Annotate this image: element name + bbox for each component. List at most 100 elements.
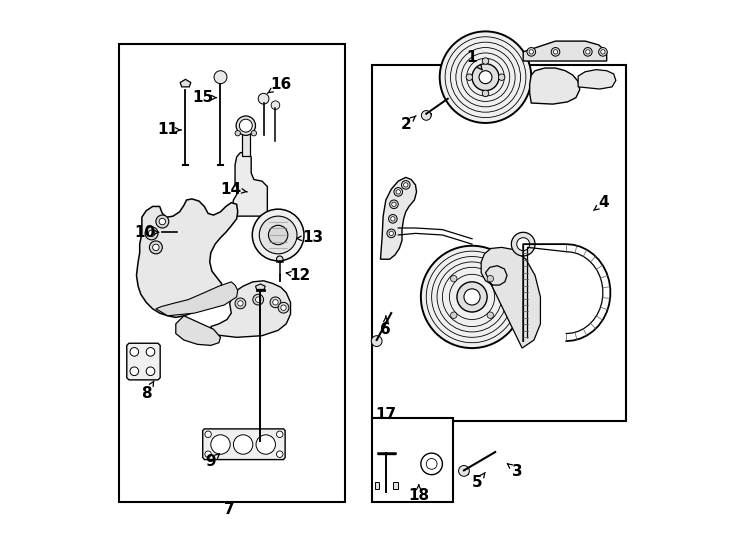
Polygon shape: [482, 247, 540, 348]
Circle shape: [394, 187, 402, 196]
Circle shape: [252, 209, 304, 261]
Polygon shape: [423, 112, 432, 117]
Circle shape: [256, 435, 275, 454]
Polygon shape: [530, 68, 580, 104]
Circle shape: [553, 50, 558, 54]
Polygon shape: [158, 228, 163, 237]
Circle shape: [277, 256, 283, 262]
Polygon shape: [203, 429, 285, 460]
Circle shape: [600, 50, 605, 54]
Circle shape: [440, 31, 531, 123]
Circle shape: [252, 294, 264, 305]
Polygon shape: [272, 104, 279, 108]
Circle shape: [239, 119, 252, 132]
Text: 13: 13: [297, 230, 324, 245]
Polygon shape: [374, 339, 380, 343]
Circle shape: [586, 50, 590, 54]
Polygon shape: [375, 482, 379, 489]
Circle shape: [235, 131, 241, 136]
Circle shape: [421, 111, 431, 120]
Text: 8: 8: [141, 381, 154, 401]
Circle shape: [277, 451, 283, 457]
Text: 3: 3: [507, 463, 523, 480]
Polygon shape: [523, 41, 607, 61]
Circle shape: [487, 312, 493, 319]
Circle shape: [451, 275, 457, 282]
Text: 4: 4: [594, 195, 609, 211]
Circle shape: [482, 90, 489, 97]
Circle shape: [238, 301, 243, 306]
Circle shape: [389, 231, 393, 235]
Circle shape: [281, 305, 286, 310]
Circle shape: [529, 50, 534, 54]
Circle shape: [390, 200, 399, 208]
Circle shape: [498, 74, 505, 80]
Polygon shape: [176, 316, 220, 346]
Polygon shape: [393, 482, 398, 489]
Circle shape: [512, 232, 535, 256]
Circle shape: [235, 298, 246, 309]
Circle shape: [130, 367, 139, 375]
Circle shape: [278, 302, 289, 313]
Polygon shape: [242, 130, 250, 156]
Circle shape: [277, 431, 283, 437]
Text: 15: 15: [192, 90, 217, 105]
Bar: [119, 44, 346, 502]
Circle shape: [146, 367, 155, 375]
Bar: [372, 418, 453, 502]
Circle shape: [487, 275, 493, 282]
Circle shape: [153, 227, 163, 237]
Circle shape: [251, 131, 257, 136]
Circle shape: [146, 348, 155, 356]
Circle shape: [479, 71, 492, 84]
Circle shape: [392, 202, 396, 206]
Text: 2: 2: [401, 116, 416, 132]
Text: 6: 6: [380, 316, 391, 337]
Text: 17: 17: [375, 407, 396, 422]
Circle shape: [527, 48, 536, 56]
Circle shape: [205, 451, 211, 457]
Circle shape: [130, 348, 139, 356]
Circle shape: [271, 101, 280, 110]
Circle shape: [233, 435, 252, 454]
Circle shape: [396, 190, 400, 194]
Text: 16: 16: [267, 77, 291, 93]
Circle shape: [270, 297, 281, 308]
Polygon shape: [259, 97, 268, 102]
Text: 7: 7: [225, 502, 235, 517]
Circle shape: [145, 227, 158, 240]
Circle shape: [421, 453, 443, 475]
Circle shape: [404, 183, 408, 187]
Circle shape: [156, 215, 169, 228]
Circle shape: [153, 244, 159, 251]
Circle shape: [269, 225, 288, 245]
Circle shape: [211, 435, 230, 454]
Circle shape: [388, 214, 397, 223]
Circle shape: [472, 64, 499, 91]
Circle shape: [387, 229, 396, 238]
Circle shape: [457, 282, 487, 312]
Circle shape: [150, 241, 162, 254]
Text: 14: 14: [221, 181, 247, 197]
Circle shape: [371, 336, 382, 347]
Polygon shape: [180, 79, 191, 87]
Circle shape: [482, 58, 489, 64]
Circle shape: [599, 48, 607, 56]
Circle shape: [236, 116, 255, 136]
Circle shape: [551, 48, 560, 56]
Polygon shape: [578, 70, 616, 89]
Circle shape: [273, 300, 278, 305]
Circle shape: [426, 458, 437, 469]
Text: 9: 9: [206, 454, 219, 469]
Text: 5: 5: [472, 472, 485, 490]
Polygon shape: [255, 284, 265, 289]
Circle shape: [459, 465, 469, 476]
Circle shape: [159, 218, 166, 225]
Text: 1: 1: [467, 50, 482, 70]
Circle shape: [148, 230, 155, 237]
Circle shape: [259, 216, 297, 254]
Bar: [372, 65, 625, 421]
Circle shape: [205, 431, 211, 437]
Circle shape: [466, 74, 473, 80]
Circle shape: [421, 246, 523, 348]
